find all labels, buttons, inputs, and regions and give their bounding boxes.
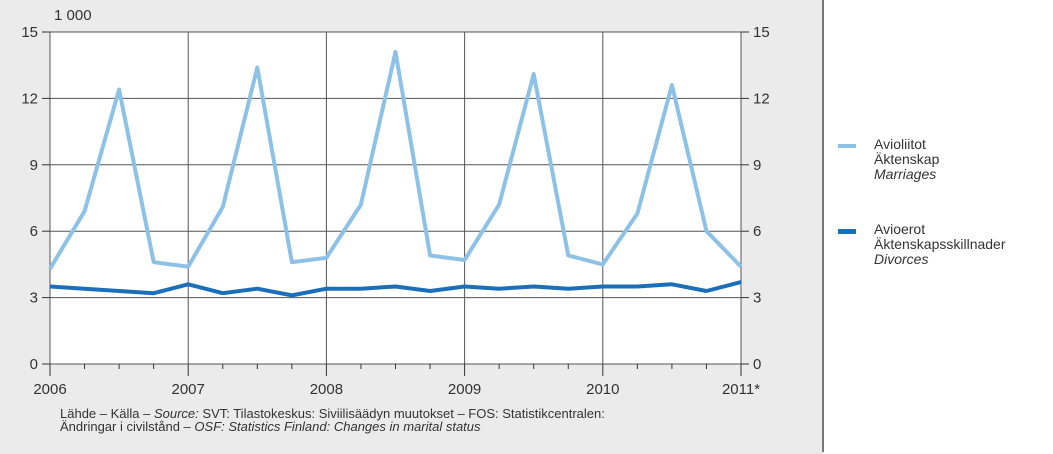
series-line-2 <box>49 280 742 298</box>
line-chart: 0 0 3 3 6 6 9 9 12 12 15 15 2006 2007 2008 2009 2010 2011… <box>21 7 770 398</box>
legend-swatch <box>838 144 856 148</box>
osf-text: Statistics Finland: Changes in marital s… <box>224 419 481 434</box>
x-tick-label: 2007 <box>172 381 205 398</box>
legend-swatch <box>838 229 856 234</box>
y-tick-label-right: 15 <box>753 24 770 41</box>
legend-item: Avioliitot Äktenskap Marriages <box>874 137 939 182</box>
source-label: Source: <box>153 406 199 421</box>
y-tick-label-left: 9 <box>30 157 38 174</box>
source-line-1: Lähde – Källa – Source: SVT: Tilastokesk… <box>60 407 760 420</box>
x-tick-label: 2011* <box>722 381 760 398</box>
legend-item: Avioerot Äktenskapsskillnader Divorces <box>874 222 1006 267</box>
legend-label: Äktenskap <box>874 151 940 167</box>
legend-label: Divorces <box>874 251 929 267</box>
y-tick-label-right: 12 <box>753 90 770 107</box>
unit-label: 1 000 <box>54 7 92 24</box>
y-tick-label-left: 12 <box>21 90 38 107</box>
y-tick-label-right: 9 <box>753 157 761 174</box>
chart-panel: 0 0 3 3 6 6 9 9 12 12 15 15 2006 2007 2008 2009 2010 2011… <box>21 0 824 452</box>
legend-label: Marriages <box>874 166 937 182</box>
y-tick-label-left: 0 <box>30 356 38 373</box>
y-tick-label-right: 0 <box>753 356 761 373</box>
y-tick-label-left: 15 <box>21 24 38 41</box>
legend-label: Äktenskapsskillnader <box>874 236 1006 252</box>
x-tick-label: 2009 <box>448 381 481 398</box>
series-line-1 <box>48 49 743 270</box>
legend-label: Avioerot <box>874 221 926 237</box>
y-tick-label-left: 3 <box>30 290 38 307</box>
x-tick-label: 2008 <box>310 381 343 398</box>
osf-label: OSF: <box>194 419 225 434</box>
x-tick-label: 2010 <box>586 381 619 398</box>
source-text-2: Ändringar i civilstånd – <box>60 419 195 434</box>
source-line-2: Ändringar i civilstånd – OSF: Statistics… <box>60 420 760 433</box>
legend-label: Avioliitot <box>874 136 926 152</box>
legend-panel: Avioliitot Äktenskap Marriages Avioerot Äkte… <box>824 0 1053 454</box>
source-note: Lähde – Källa – Source: SVT: Tilastokesk… <box>60 407 760 433</box>
y-tick-label-left: 6 <box>30 223 38 240</box>
plot-area <box>50 32 741 364</box>
source-prefix: Lähde – Källa – <box>60 406 154 421</box>
y-tick-label-right: 3 <box>753 290 761 307</box>
source-text-1: SVT: Tilastokeskus: Siviilisäädyn muutok… <box>198 406 605 421</box>
x-tick-label: 2006 <box>33 381 66 398</box>
y-tick-label-right: 6 <box>753 223 761 240</box>
